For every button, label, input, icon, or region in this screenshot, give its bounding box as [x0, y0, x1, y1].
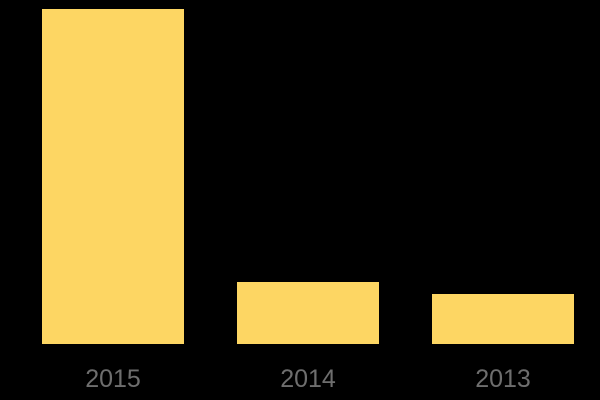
bar-2014: [237, 282, 379, 344]
x-axis-label: 2015: [85, 365, 141, 393]
bar-2015: [42, 9, 184, 344]
x-axis-label: 2014: [280, 365, 336, 393]
x-axis-label: 2013: [475, 365, 531, 393]
bar-2013: [432, 294, 574, 344]
